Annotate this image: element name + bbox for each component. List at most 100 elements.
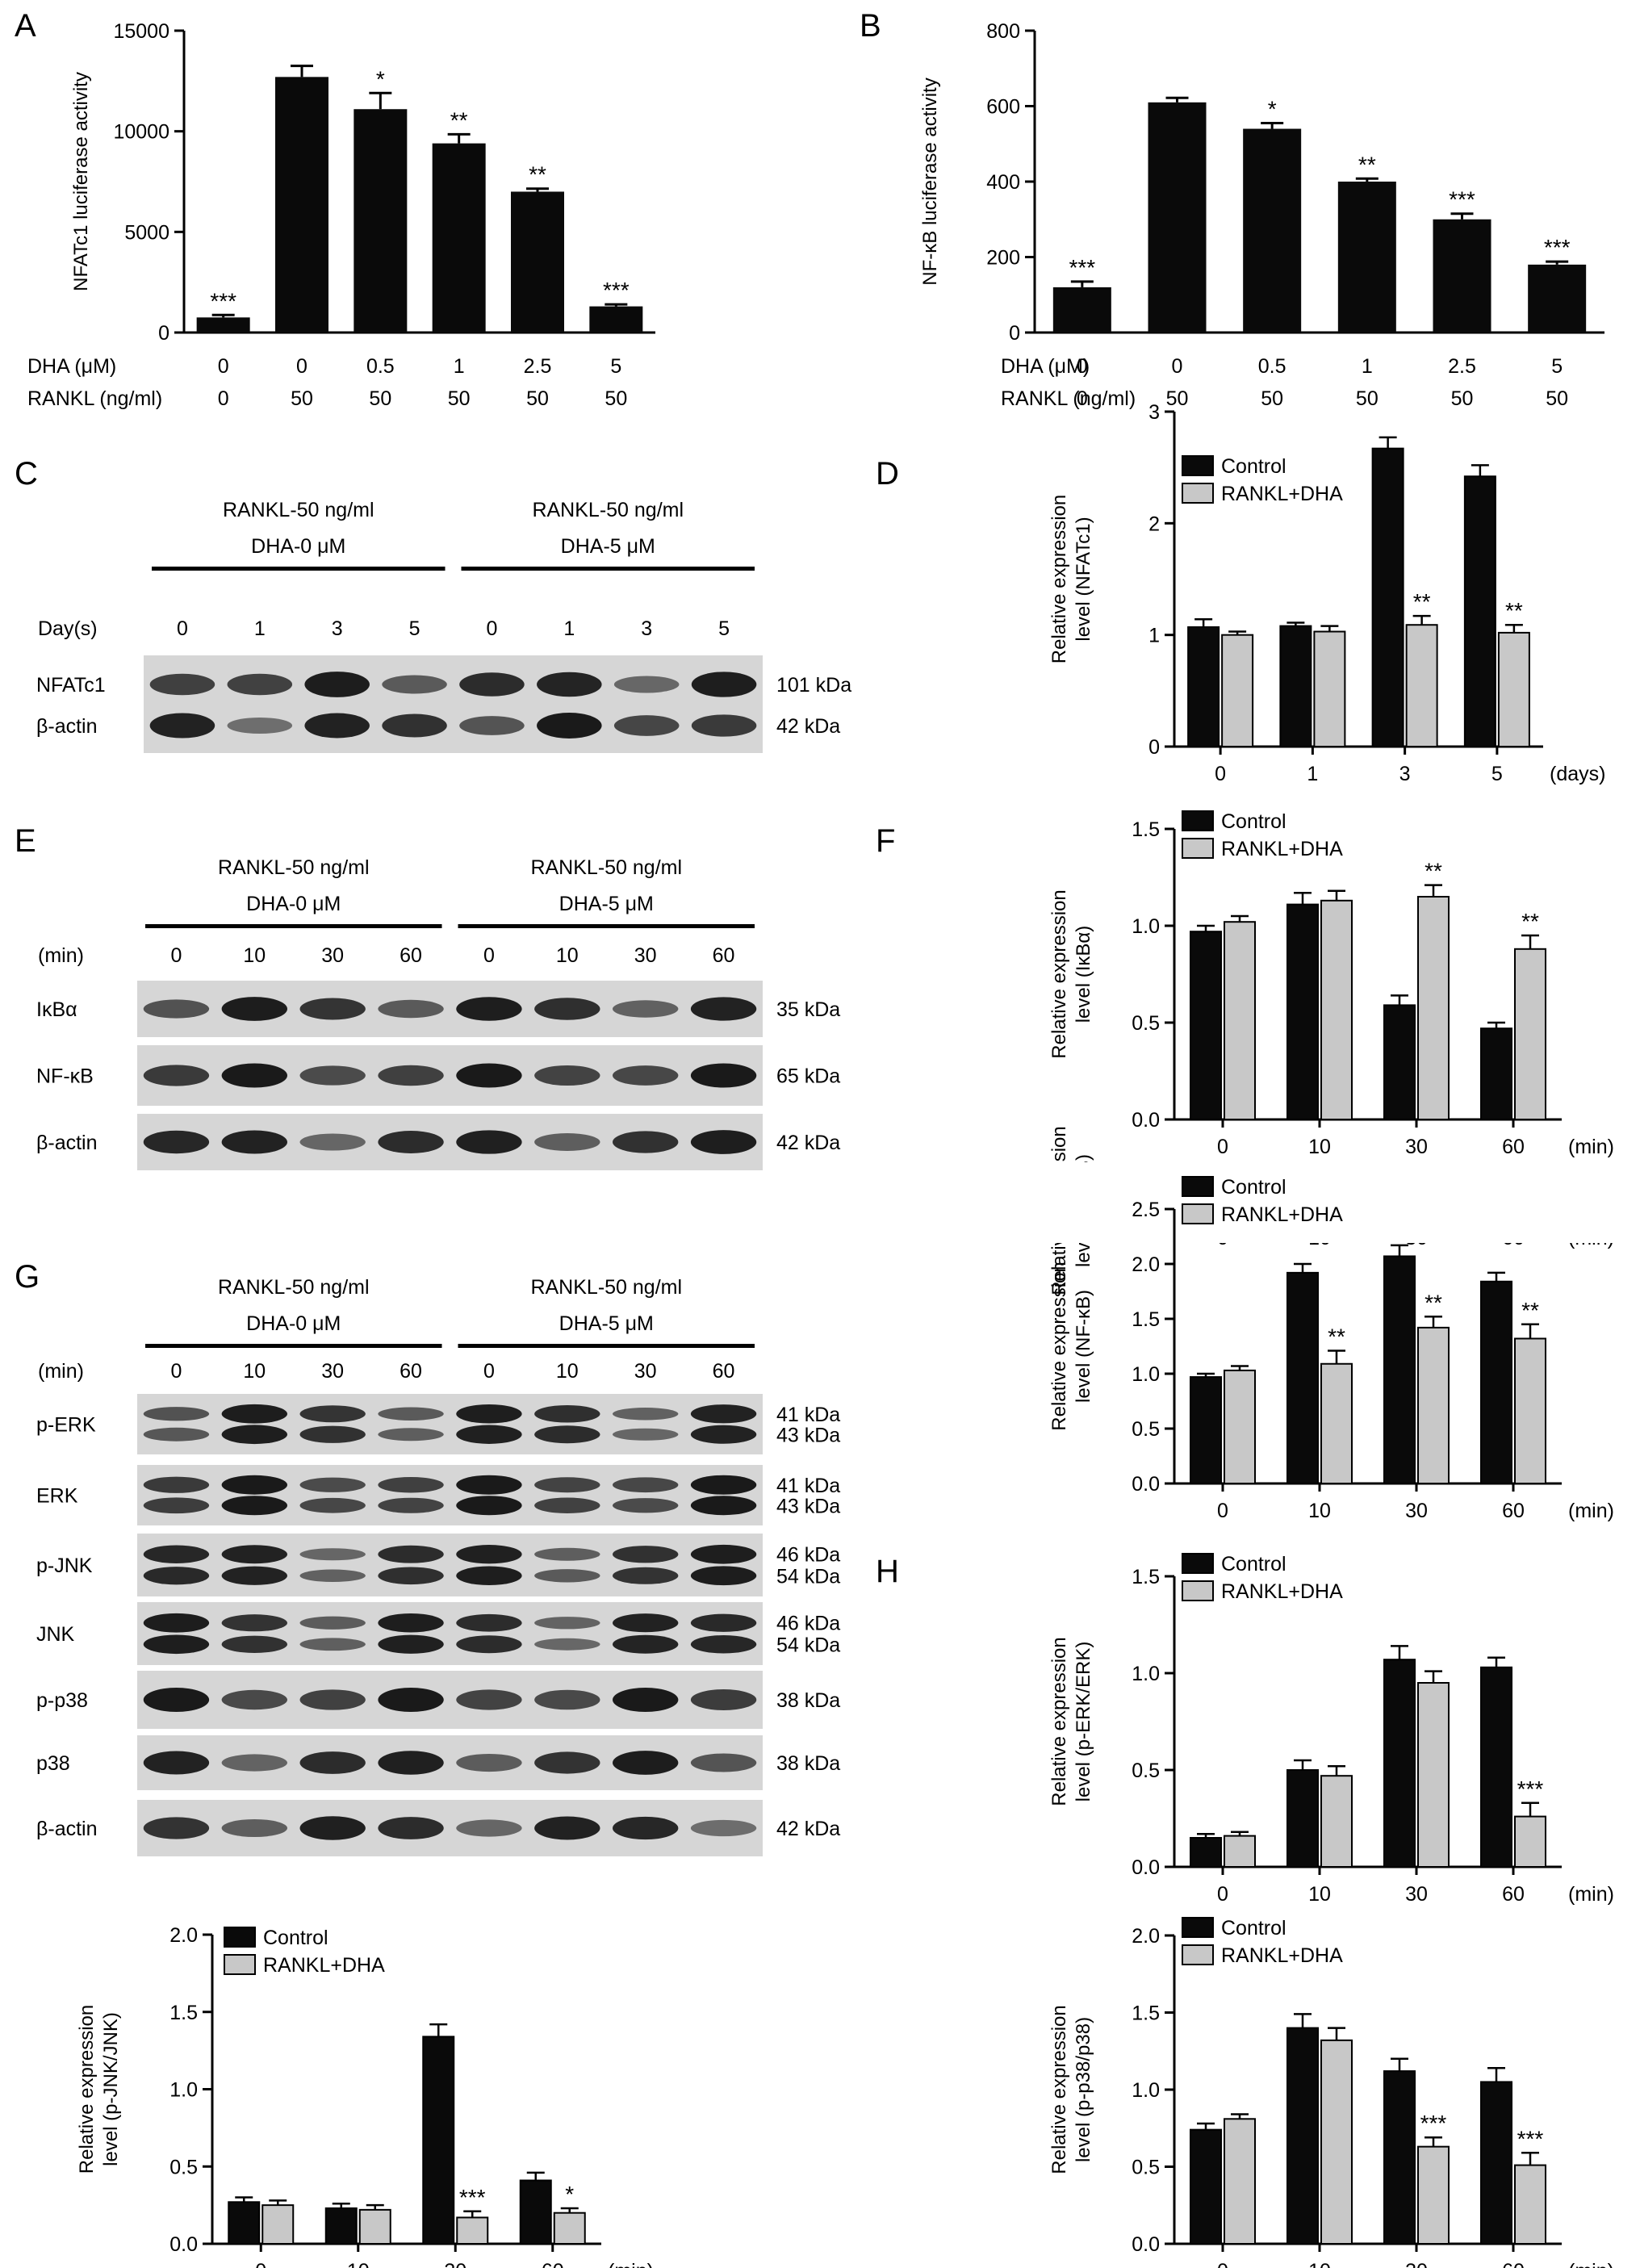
time-axis-label: (min) [38,1360,84,1383]
legend-label: RANKL+DHA [1221,1580,1343,1603]
bar [1320,1775,1353,1868]
bar [1224,2118,1256,2245]
y-tick-label: 0.5 [1132,1418,1160,1441]
y-tick-label: 0.5 [169,2156,198,2178]
y-axis-label: Relative expression [1048,1637,1070,1806]
x-tick-label: 60 [1502,1883,1525,1906]
significance-mark: *** [1517,1776,1544,1801]
x-unit-label: (min) [1568,2260,1614,2268]
bar [358,2208,391,2245]
blot-band [459,716,525,735]
y-tick-label: 1 [1148,625,1160,647]
legend-label: RANKL+DHA [1221,1944,1343,1967]
molecular-weight-label: 43 kDa [776,1495,840,1517]
condition-value: 5 [1551,355,1563,378]
condition-value: 50 [605,387,627,410]
group-label: DHA-5 μM [559,893,654,915]
bar [275,77,328,333]
group-bar [458,1344,755,1348]
significance-mark: *** [1069,255,1095,280]
blot-protein-label: β-actin [36,715,98,738]
blot-band [143,1476,210,1493]
bar [589,306,643,333]
blot-band [537,672,602,697]
lane-label: 60 [400,1360,422,1383]
legend-swatch [1182,810,1214,831]
condition-value: 2.5 [524,355,552,378]
bar [1190,1837,1222,1868]
blot-band [456,1819,522,1837]
blot-band [299,1133,366,1151]
blot-band [690,1544,757,1564]
x-tick-label: 3 [1399,763,1411,785]
bar [1286,903,1319,1120]
group-bar [145,1344,442,1348]
blot-protein-label: p-p38 [36,1689,88,1712]
y-tick-label: 0.5 [1132,1012,1160,1035]
condition-value: 0 [1172,355,1183,378]
panel-letter-c: C [15,456,38,492]
y-axis-label: level (NFATc1) [1073,517,1094,641]
blot-band [613,1816,679,1840]
bar [1383,1004,1416,1121]
x-tick-label: 1 [1307,763,1318,785]
bar [1286,1271,1319,1484]
significance-mark: ** [1328,1324,1345,1349]
blot-band [299,1065,366,1086]
bar [1190,2128,1222,2245]
panel-letter-a: A [15,8,36,44]
blot-protein-label: p38 [36,1752,70,1775]
blot-band [227,717,293,734]
condition-row-label: RANKL (ng/ml) [27,387,162,410]
blot-band [534,1569,600,1583]
y-axis-label: Relative expression [76,2005,98,2174]
bar [1383,2070,1416,2245]
y-tick-label: 0.0 [1132,1473,1160,1496]
x-tick-label: 0 [255,2260,266,2268]
panel-letter-e: E [15,823,36,859]
blot-strip [137,1465,763,1525]
y-tick-label: 0 [158,322,169,345]
blot-band [613,1688,679,1712]
blot-band [299,998,366,1020]
significance-mark: ** [1413,589,1431,614]
y-tick-label: 1.0 [1132,915,1160,938]
y-tick-label: 0.5 [1132,1760,1160,1782]
blot-band [459,672,525,697]
condition-value: 0 [218,355,229,378]
x-unit-label: (min) [608,2260,654,2268]
bar [1383,1255,1416,1484]
significance-mark: *** [210,288,236,313]
molecular-weight-label: 41 kDa [776,1404,840,1426]
lane-label: 10 [556,944,579,967]
blot-band [534,1751,600,1774]
blot-band [613,1546,679,1563]
blot-band [221,1496,287,1516]
group-label: DHA-5 μM [559,1312,654,1335]
bar [456,2216,489,2245]
bar [1187,626,1220,747]
panel-letter-g: G [15,1259,40,1295]
y-tick-label: 200 [986,247,1020,270]
blot-band [613,1477,679,1493]
lane-label: 0 [486,617,497,640]
blot-band [613,1131,679,1153]
blot-band [221,1063,287,1088]
bar [519,2179,552,2245]
blot-band [378,1545,444,1563]
blot-protein-label: NFATc1 [36,674,106,697]
blot-band [221,1545,287,1564]
blot-band [221,1566,287,1585]
blot-band [456,1475,522,1495]
x-tick-label: 10 [1308,1500,1331,1522]
bar [1417,2145,1450,2245]
blot-band [378,1131,444,1153]
blot-band [456,1635,522,1654]
blot-band [143,1567,210,1585]
bar [228,2201,261,2245]
blot-band [378,1688,444,1712]
legend-swatch [1182,1944,1214,1965]
legend-swatch [224,1927,256,1948]
blot-band [613,715,680,736]
